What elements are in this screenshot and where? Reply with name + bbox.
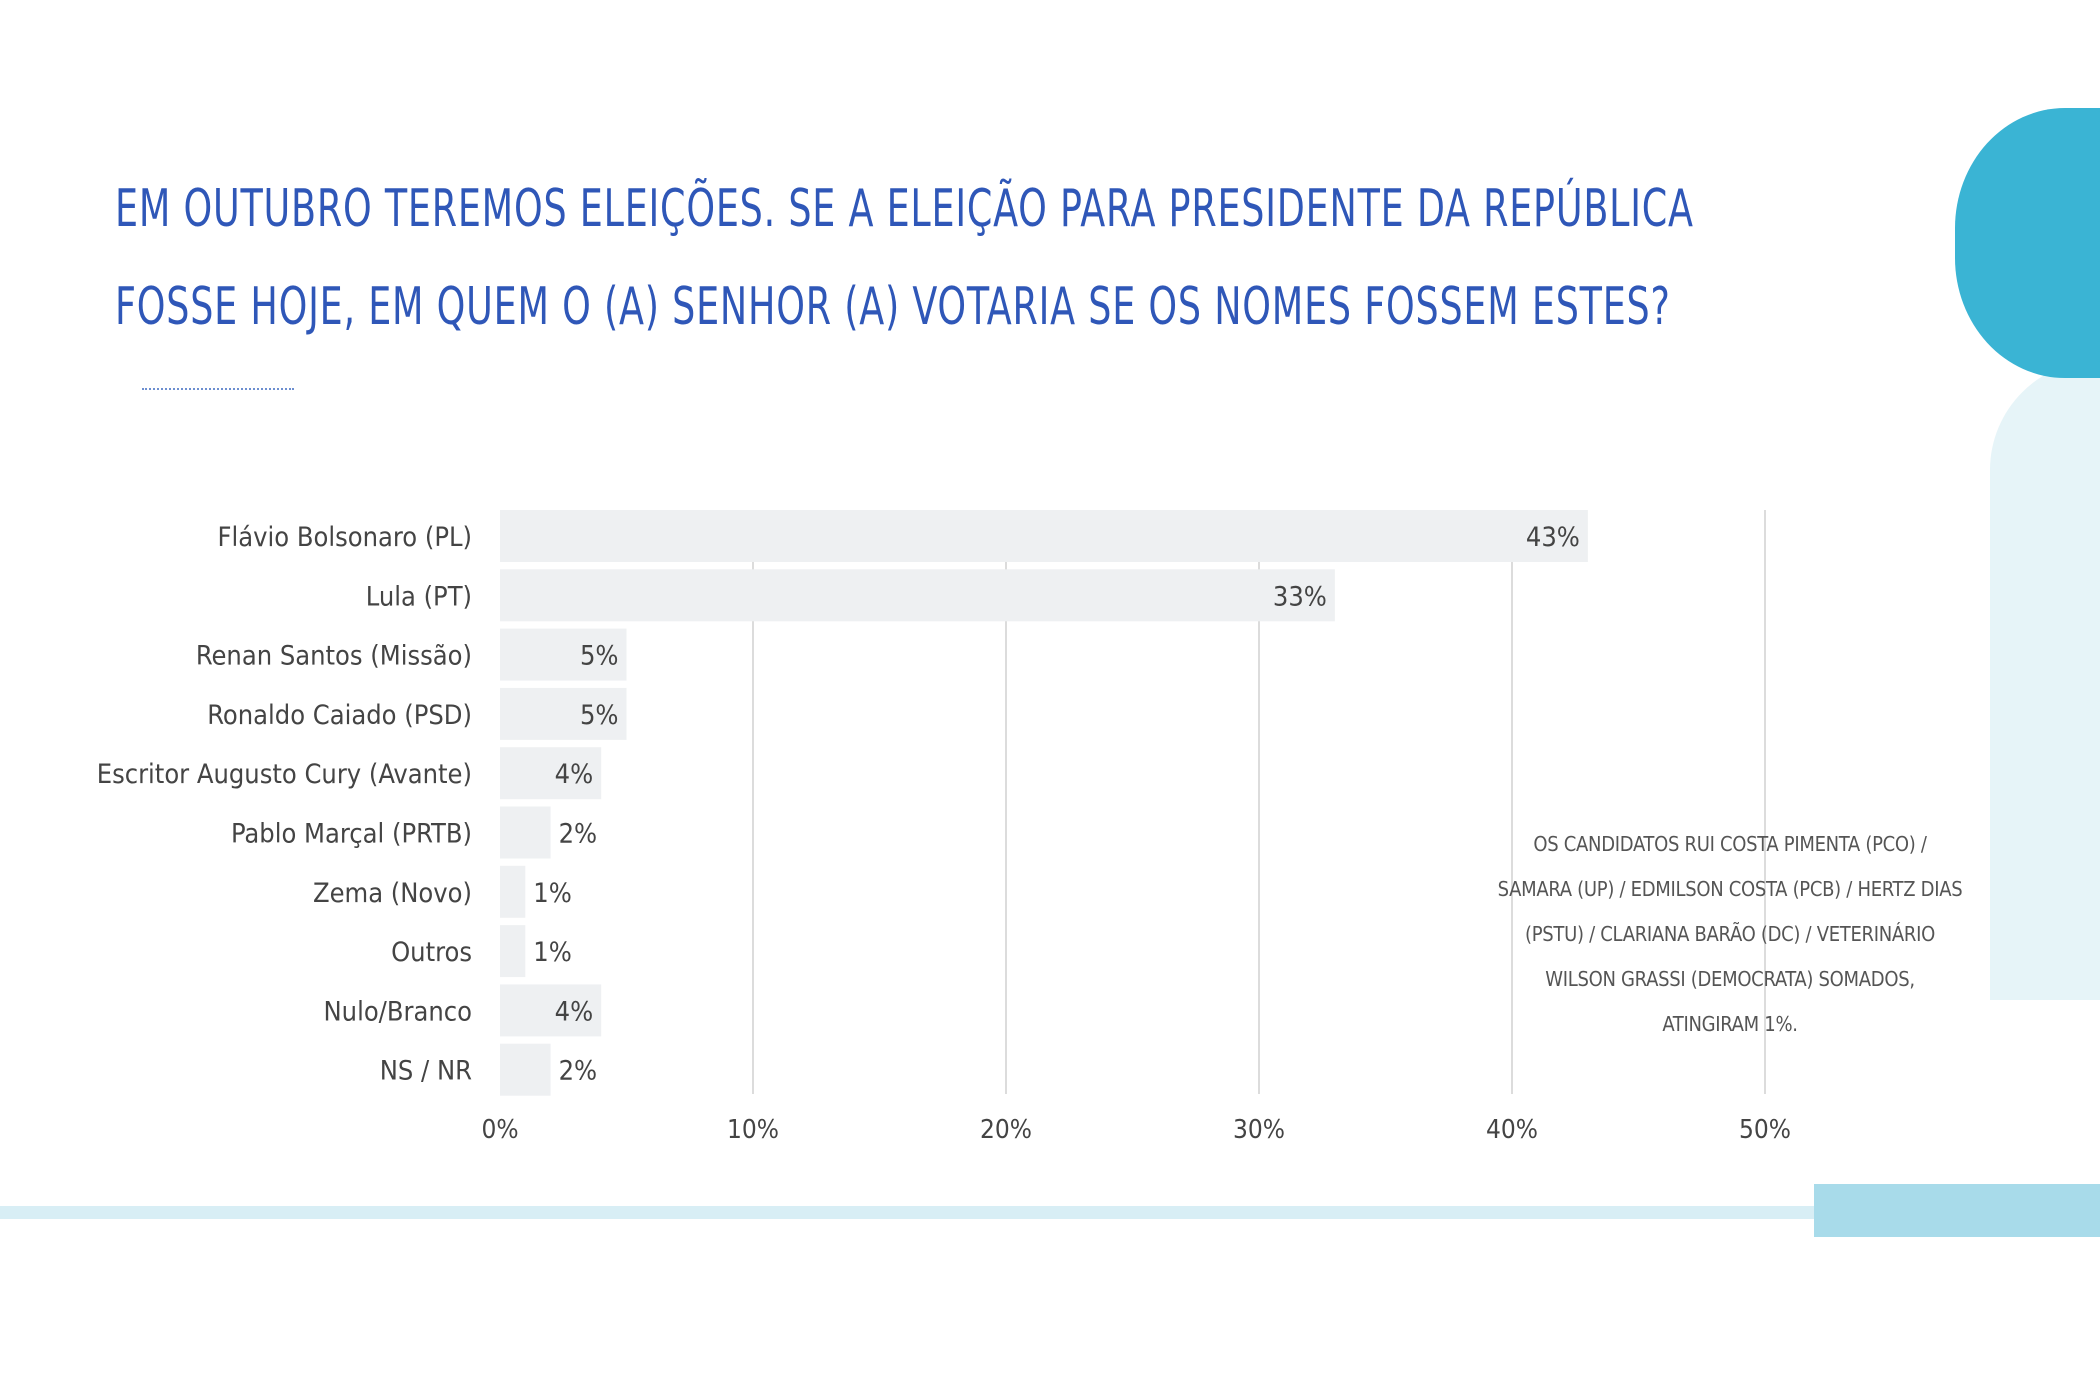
bar xyxy=(500,806,551,859)
data-label: 1% xyxy=(533,937,572,968)
bars xyxy=(500,510,1588,1096)
category-label: Outros xyxy=(391,937,472,968)
bar xyxy=(500,628,627,681)
x-axis-tick-labels: 0% 10% 20% 30% 40% 50% xyxy=(481,1115,1791,1145)
data-label: 2% xyxy=(559,819,598,850)
category-label: Escritor Augusto Cury (Avante) xyxy=(97,759,472,790)
data-label: 1% xyxy=(533,878,572,909)
decorative-shape-light xyxy=(1990,360,2100,1000)
data-label: 5% xyxy=(580,700,619,731)
bar xyxy=(500,747,602,800)
data-label: 2% xyxy=(559,1056,598,1087)
footnote: OS CANDIDATOS RUI COSTA PIMENTA (PCO) / … xyxy=(1497,832,1963,1036)
x-tick-label: 0% xyxy=(481,1115,518,1145)
x-tick-label: 50% xyxy=(1739,1115,1791,1145)
category-label: NS / NR xyxy=(380,1056,472,1087)
x-tick-label: 40% xyxy=(1486,1115,1538,1145)
category-label: Zema (Novo) xyxy=(313,878,472,909)
data-labels: 43% 33% 5% 5% 4% 2% 1% 1% 4% 2% xyxy=(533,522,1580,1087)
title-underline xyxy=(142,388,294,390)
category-labels: Flávio Bolsonaro (PL) Lula (PT) Renan Sant… xyxy=(97,522,472,1087)
category-label: Renan Santos (Missão) xyxy=(196,641,472,672)
category-label: Nulo/Branco xyxy=(324,996,473,1027)
bottom-decorative-block xyxy=(1814,1184,2100,1237)
data-label: 33% xyxy=(1273,581,1327,612)
data-label: 4% xyxy=(555,996,594,1027)
bar xyxy=(500,687,627,740)
bar xyxy=(500,1043,551,1096)
category-label: Pablo Marçal (PRTB) xyxy=(231,819,472,850)
x-tick-label: 30% xyxy=(1233,1115,1285,1145)
x-tick-label: 10% xyxy=(727,1115,779,1145)
data-label: 4% xyxy=(555,759,594,790)
data-label: 43% xyxy=(1526,522,1580,553)
bar xyxy=(500,925,526,978)
bar xyxy=(500,865,526,918)
bar xyxy=(500,569,1335,622)
x-tick-label: 20% xyxy=(980,1115,1032,1145)
category-label: Ronaldo Caiado (PSD) xyxy=(207,700,472,731)
data-label: 5% xyxy=(580,641,619,672)
decorative-shape-blue xyxy=(1955,108,2100,378)
bottom-decorative-band xyxy=(0,1206,1990,1219)
category-label: Lula (PT) xyxy=(366,581,472,612)
category-label: Flávio Bolsonaro (PL) xyxy=(218,522,472,553)
bar xyxy=(500,510,1588,562)
bar xyxy=(500,984,602,1037)
